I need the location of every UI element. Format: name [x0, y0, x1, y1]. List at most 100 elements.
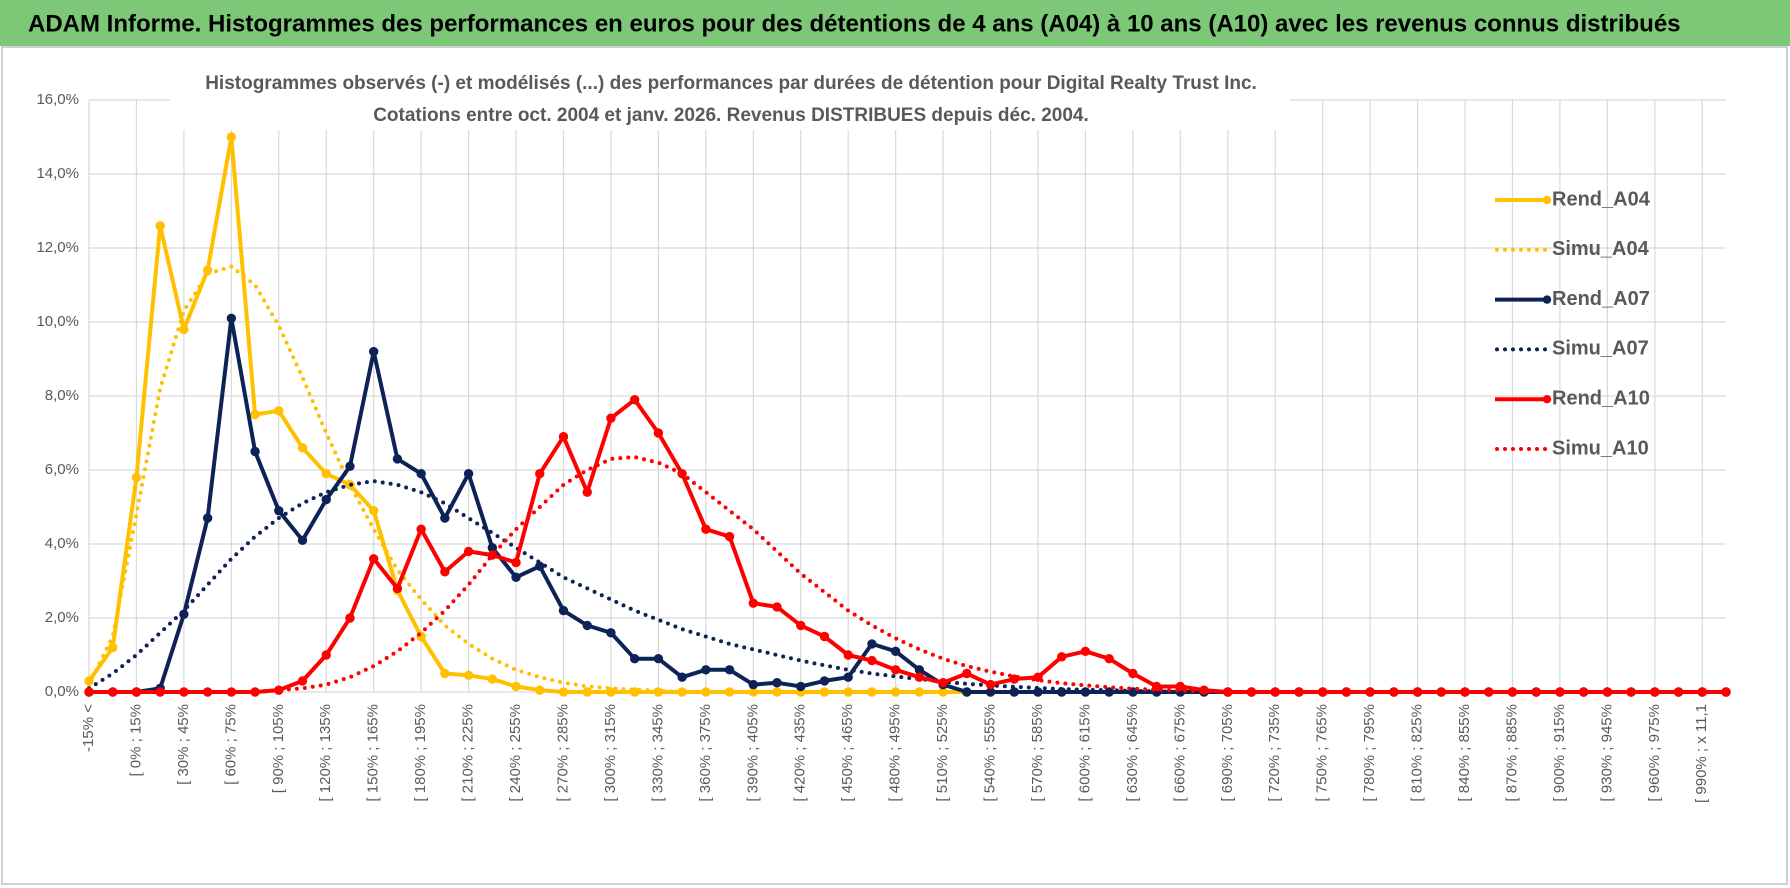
y-tick-label: 6,0% [45, 461, 79, 478]
point [819, 676, 830, 686]
point [416, 524, 426, 534]
point [345, 613, 355, 623]
point [724, 531, 735, 542]
x-tick-label: [ 600% ; 615% [1076, 704, 1093, 802]
point [250, 409, 260, 420]
point [772, 678, 782, 688]
point [440, 668, 450, 679]
point [606, 628, 616, 638]
legend-marker [1542, 295, 1552, 304]
point [724, 665, 735, 675]
point [179, 324, 189, 335]
series-line [89, 397, 1726, 694]
point [392, 583, 403, 594]
point [416, 469, 426, 479]
point [535, 685, 545, 695]
x-tick-label: [ 390% ; 405% [744, 704, 761, 802]
grid: 0,0% 2,0% 4,0% 6,0% 8,0% 10,0% 12,0% 14,0% 16,0%… [36, 91, 1726, 803]
point [1009, 687, 1019, 697]
point [345, 461, 355, 471]
chart-subtitle: Cotations entre oct. 2004 et janv. 2026.… [373, 105, 1089, 126]
point [440, 513, 450, 523]
x-tick-label: [ 810% ; 825% [1409, 704, 1426, 802]
x-tick-label: [ 930% ; 945% [1598, 704, 1615, 802]
legend-label: Simu_A10 [1552, 437, 1649, 459]
x-tick-label: [ 120% ; 135% [317, 704, 334, 802]
point [962, 668, 972, 679]
point [748, 598, 758, 608]
header-bar [0, 0, 1790, 46]
x-tick-label: [ 750% ; 765% [1314, 704, 1331, 802]
chart-title: Histogrammes observés (-) et modélisés (… [205, 73, 1257, 94]
point [914, 672, 925, 682]
point [226, 313, 237, 323]
y-tick-label: 0,0% [45, 683, 79, 700]
x-tick-label: [ 780% ; 795% [1361, 704, 1378, 802]
legend-label: Simu_A04 [1552, 238, 1650, 260]
point [321, 650, 331, 660]
y-tick-label: 4,0% [45, 535, 79, 552]
x-tick-label: [ 480% ; 495% [887, 704, 904, 802]
x-tick-label: [ 330% ; 345% [649, 704, 666, 802]
point [463, 469, 474, 479]
y-tick-label: 12,0% [36, 239, 79, 256]
x-tick-label: [ 0% ; 15% [127, 704, 144, 777]
point [558, 687, 569, 697]
point [772, 602, 782, 612]
point [226, 132, 237, 142]
point [582, 487, 592, 497]
point [748, 679, 758, 690]
point [463, 670, 474, 681]
point [558, 605, 569, 616]
x-tick-label: [ 420% ; 435% [792, 704, 809, 802]
y-tick-label: 8,0% [45, 387, 79, 404]
point [867, 655, 877, 666]
point [1057, 652, 1067, 662]
x-tick-label: [ 840% ; 855% [1456, 704, 1473, 802]
point [843, 672, 853, 682]
point [368, 506, 379, 516]
point [250, 446, 260, 457]
point [985, 679, 996, 690]
x-tick-label: [ 450% ; 465% [839, 704, 856, 802]
point [202, 513, 213, 523]
point [606, 413, 616, 423]
point [274, 506, 284, 516]
point [321, 469, 331, 479]
x-tick-label: [ 360% ; 375% [697, 704, 714, 802]
chart-frame [1, 46, 1788, 885]
point [297, 443, 308, 453]
point [677, 672, 687, 682]
point [131, 472, 142, 483]
point [392, 454, 403, 464]
x-tick-label: [ 510% ; 525% [934, 704, 951, 802]
point [274, 406, 284, 416]
point [938, 678, 948, 688]
legend-marker [1542, 395, 1552, 404]
point [796, 681, 806, 692]
point [321, 494, 331, 505]
point [368, 346, 379, 357]
legend: Rend_A04 Simu_A04 Rend_A07 Simu_A07 Rend_A10… [1495, 188, 1651, 459]
x-tick-label: [ 690% ; 705% [1219, 704, 1236, 802]
point [1128, 668, 1138, 679]
y-tick-label: 14,0% [36, 165, 79, 182]
point [487, 674, 498, 684]
point [108, 642, 118, 653]
point [843, 650, 853, 660]
y-tick-label: 10,0% [36, 313, 79, 330]
point [582, 620, 592, 631]
x-tick-label: [ 60% ; 75% [222, 704, 239, 785]
point [629, 395, 640, 405]
point [1175, 681, 1186, 692]
point [1080, 646, 1091, 656]
point [440, 567, 450, 577]
x-tick-label: [ 270% ; 285% [554, 704, 571, 802]
x-tick-label: -15% < [80, 704, 97, 752]
point [297, 535, 308, 545]
point [1104, 654, 1114, 664]
x-tick-label: [ 720% ; 735% [1266, 704, 1283, 802]
x-tick-label: [ 630% ; 645% [1124, 704, 1141, 802]
x-tick-label: [ 540% ; 555% [982, 704, 999, 802]
